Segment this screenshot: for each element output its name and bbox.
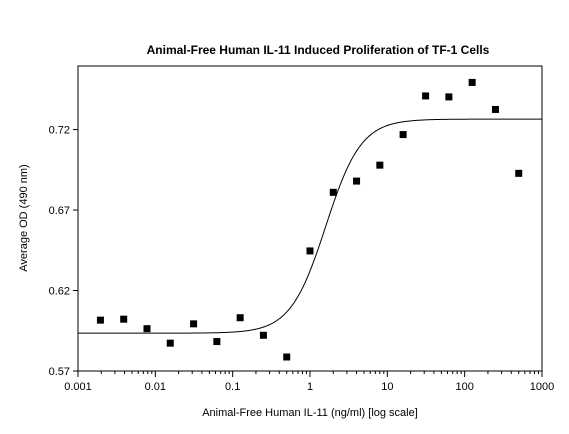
data-point bbox=[399, 131, 407, 139]
data-point bbox=[213, 338, 221, 346]
x-tick-label: 100 bbox=[455, 381, 473, 393]
x-tick-label: 1000 bbox=[530, 381, 554, 393]
data-point bbox=[236, 314, 244, 322]
data-point bbox=[376, 161, 384, 169]
y-tick-label: 0.67 bbox=[49, 205, 70, 217]
data-point bbox=[353, 177, 361, 185]
data-point bbox=[515, 169, 523, 177]
data-point bbox=[491, 105, 499, 113]
y-axis-label: Average OD (490 nm) bbox=[18, 164, 30, 271]
data-point bbox=[259, 331, 267, 339]
chart-title: Animal-Free Human IL-11 Induced Prolifer… bbox=[147, 43, 490, 57]
data-point bbox=[190, 320, 198, 328]
data-point bbox=[445, 93, 453, 101]
x-tick-label: 1 bbox=[307, 381, 313, 393]
data-point bbox=[306, 247, 314, 255]
x-tick-label: 0.1 bbox=[225, 381, 240, 393]
fit-curve bbox=[78, 118, 542, 334]
data-point bbox=[468, 78, 476, 86]
data-point bbox=[96, 316, 104, 324]
y-tick-label: 0.72 bbox=[49, 125, 70, 137]
x-axis-ticks: 0.001 0.01 0.1 1 10 100 1000 bbox=[64, 371, 554, 393]
data-point bbox=[143, 325, 151, 333]
data-point bbox=[422, 92, 430, 100]
y-tick-label: 0.62 bbox=[49, 286, 70, 298]
x-tick-label: 10 bbox=[381, 381, 393, 393]
data-point bbox=[166, 339, 174, 347]
y-tick-label: 0.57 bbox=[49, 366, 70, 378]
data-points bbox=[96, 78, 523, 361]
x-tick-label: 0.01 bbox=[145, 381, 166, 393]
y-axis-ticks: 0.57 0.62 0.67 0.72 bbox=[49, 125, 78, 378]
x-tick-label: 0.001 bbox=[64, 381, 92, 393]
data-point bbox=[329, 188, 337, 196]
data-point bbox=[283, 353, 291, 361]
data-point bbox=[120, 315, 128, 323]
x-axis-label: Animal-Free Human IL-11 (ng/ml) [log sca… bbox=[202, 407, 418, 419]
